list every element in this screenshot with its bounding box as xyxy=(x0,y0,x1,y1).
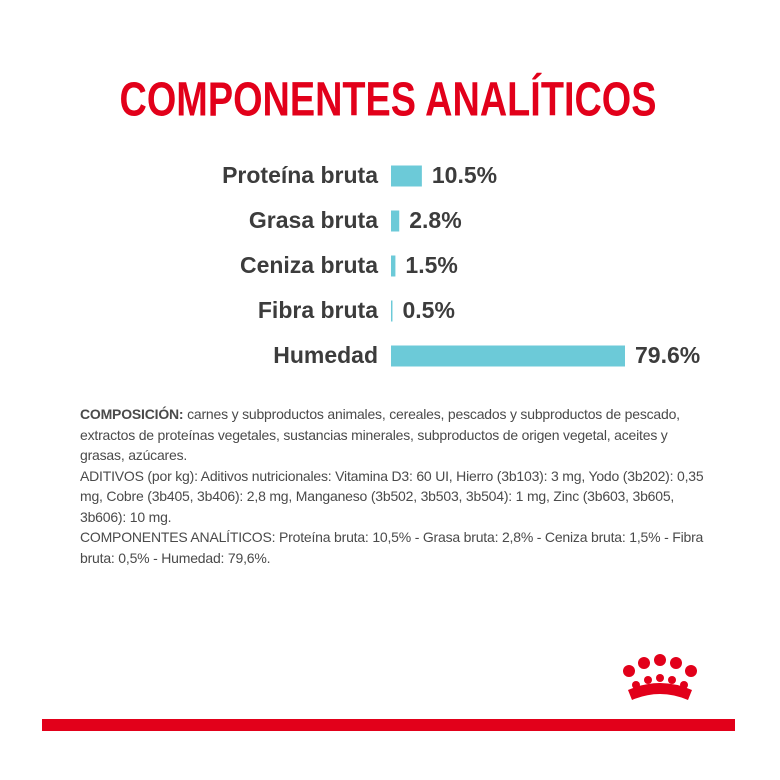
value-label: 0.5% xyxy=(402,297,454,323)
bar xyxy=(391,210,400,232)
category-label: Grasa bruta xyxy=(249,207,378,233)
bar xyxy=(391,300,393,322)
additives-text: ADITIVOS (por kg): Aditivos nutricionale… xyxy=(80,467,704,525)
category-label: Humedad xyxy=(273,342,378,368)
bar xyxy=(391,255,396,277)
value-label: 2.8% xyxy=(409,207,461,233)
category-label: Proteína bruta xyxy=(222,162,378,188)
composition-heading: COMPOSICIÓN: xyxy=(80,406,184,422)
value-label: 1.5% xyxy=(405,252,457,278)
analytical-text: COMPONENTES ANALÍTICOS: Proteína bruta: … xyxy=(80,529,704,566)
category-label: Ceniza bruta xyxy=(240,252,378,278)
value-label: 79.6% xyxy=(635,342,700,368)
bar xyxy=(391,165,422,187)
bar xyxy=(391,345,625,367)
value-label: 10.5% xyxy=(432,162,497,188)
category-label: Fibra bruta xyxy=(258,297,378,323)
composition: COMPOSICIÓN: carnes y subproductos anima… xyxy=(80,404,710,568)
composition-paragraph: COMPOSICIÓN: carnes y subproductos anima… xyxy=(80,404,710,466)
composition-text: carnes y subproductos animales, cereales… xyxy=(80,406,680,463)
footer-bar xyxy=(42,719,735,731)
logo xyxy=(623,654,697,700)
chart-title: COMPONENTES ANALÍTICOS xyxy=(120,73,657,127)
